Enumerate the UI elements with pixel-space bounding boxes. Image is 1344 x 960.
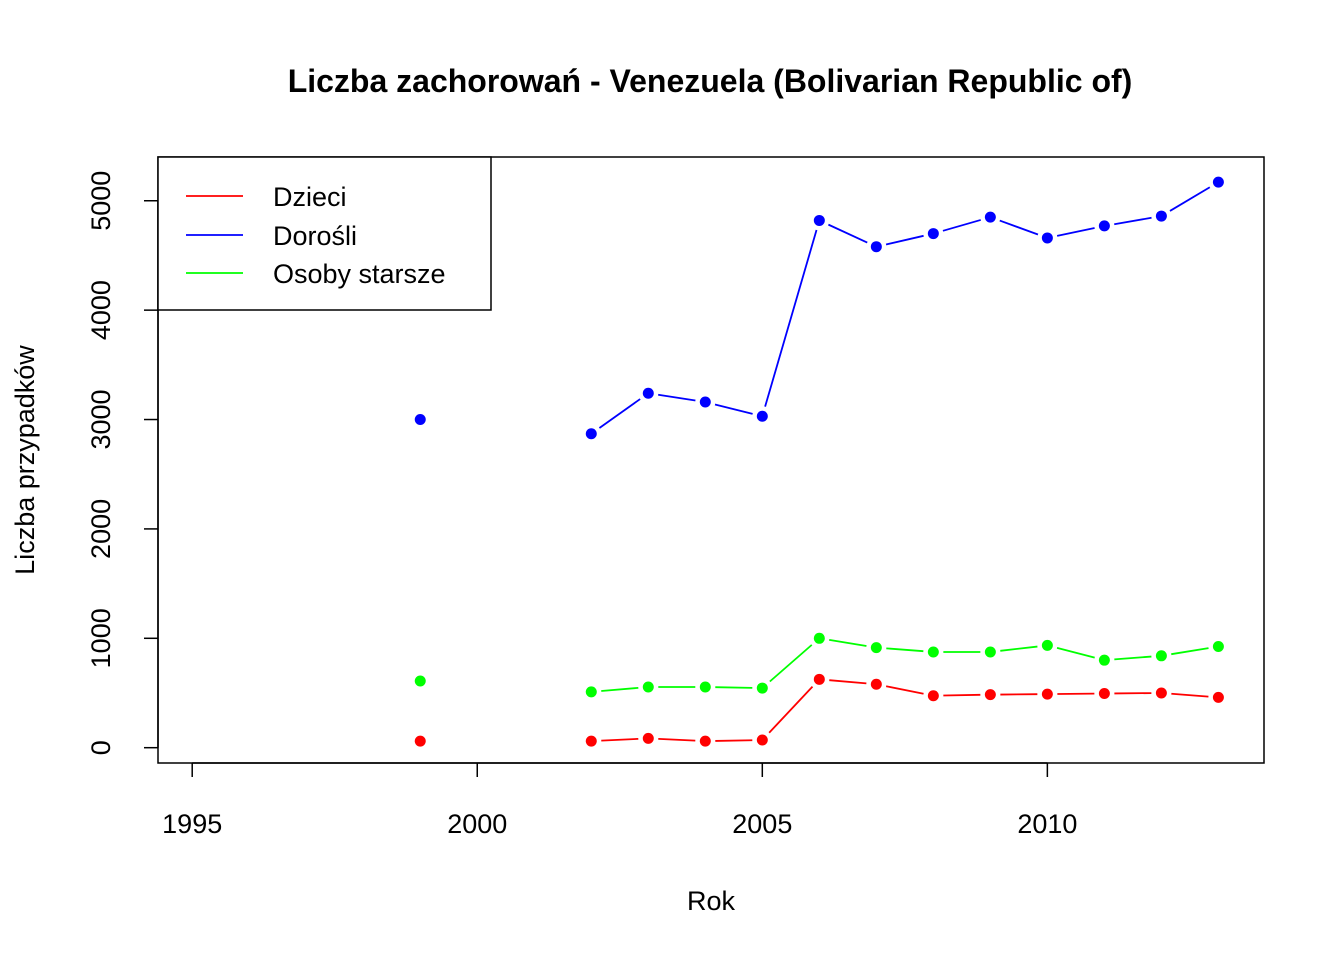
series-line-segment — [1114, 216, 1152, 226]
y-tick-label: 2000 — [86, 499, 116, 559]
data-point — [870, 642, 882, 654]
data-point — [1155, 650, 1167, 662]
series-line-segment — [598, 398, 641, 429]
series-1 — [414, 176, 1224, 440]
series-line-segment — [829, 639, 867, 647]
series-2 — [414, 632, 1224, 698]
data-point — [984, 689, 996, 701]
y-tick-label: 1000 — [86, 608, 116, 668]
data-point — [1098, 220, 1110, 232]
y-axis-label: Liczba przypadków — [10, 345, 40, 575]
data-point — [927, 228, 939, 240]
y-tick-label: 4000 — [86, 280, 116, 340]
y-axis: 0 1000 2000 3000 4000 5000 — [86, 171, 159, 755]
data-point — [1155, 210, 1167, 222]
data-point — [756, 734, 768, 746]
data-point — [1098, 688, 1110, 700]
data-point — [642, 681, 654, 693]
data-point — [699, 681, 711, 693]
series-line-segment — [1056, 227, 1095, 237]
series-line-segment — [1114, 655, 1152, 661]
x-axis-label: Rok — [687, 886, 736, 916]
series-line-segment — [769, 644, 813, 683]
data-point — [756, 682, 768, 694]
data-point — [984, 211, 996, 223]
series-line-segment — [764, 229, 818, 407]
x-tick-label: 2000 — [447, 809, 507, 839]
data-point — [1041, 232, 1053, 244]
data-point — [699, 396, 711, 408]
x-tick-label: 1995 — [162, 809, 222, 839]
data-point — [756, 410, 768, 422]
series-line-segment — [999, 219, 1039, 236]
data-point — [927, 690, 939, 702]
series-line-segment — [715, 739, 753, 742]
y-tick-label: 0 — [86, 740, 116, 755]
data-point — [813, 214, 825, 226]
series-line-segment — [943, 693, 981, 697]
series-line-segment — [715, 686, 753, 689]
series-line-segment — [1056, 647, 1095, 659]
series-line-segment — [601, 686, 639, 692]
data-point — [1041, 639, 1053, 651]
series-line-segment — [1169, 186, 1211, 212]
y-tick-label: 5000 — [86, 171, 116, 231]
data-point — [870, 678, 882, 690]
legend: Dzieci Dorośli Osoby starsze — [157, 156, 492, 311]
data-point — [813, 632, 825, 644]
series-line-segment — [658, 737, 696, 742]
data-point — [414, 675, 426, 687]
data-point — [1212, 641, 1224, 653]
data-point — [414, 414, 426, 426]
series-layer — [414, 176, 1224, 747]
legend-label: Dzieci — [273, 182, 347, 212]
legend-box — [157, 156, 492, 311]
data-point — [813, 673, 825, 685]
data-point — [642, 732, 654, 744]
series-line-segment — [658, 393, 696, 402]
data-point — [414, 735, 426, 747]
legend-label: Osoby starsze — [273, 259, 446, 289]
series-line-segment — [1171, 692, 1209, 698]
legend-label: Dorośli — [273, 221, 357, 251]
series-line-segment — [886, 647, 924, 653]
data-point — [699, 735, 711, 747]
data-point — [585, 735, 597, 747]
x-axis: 1995 2000 2005 2010 — [162, 762, 1077, 839]
chart-title: Liczba zachorowań - Venezuela (Bolivaria… — [288, 63, 1133, 99]
x-tick-label: 2005 — [732, 809, 792, 839]
data-point — [1098, 654, 1110, 666]
series-line-segment — [601, 737, 639, 742]
series-line-segment — [885, 685, 924, 695]
data-point — [1155, 687, 1167, 699]
series-line-segment — [1171, 647, 1209, 656]
series-line-segment — [714, 403, 753, 415]
series-line-segment — [1000, 645, 1038, 652]
x-tick-label: 2010 — [1017, 809, 1077, 839]
data-point — [1041, 688, 1053, 700]
series-line-segment — [885, 234, 924, 246]
data-point — [870, 241, 882, 253]
y-tick-label: 3000 — [86, 389, 116, 449]
data-point — [585, 428, 597, 440]
data-point — [642, 387, 654, 399]
data-point — [927, 646, 939, 658]
series-line-segment — [942, 219, 981, 232]
data-point — [1212, 176, 1224, 188]
series-line-segment — [768, 685, 814, 734]
data-point — [585, 686, 597, 698]
series-0 — [414, 673, 1224, 747]
data-point — [1212, 691, 1224, 703]
series-line-segment — [828, 223, 868, 244]
data-point — [984, 646, 996, 658]
series-line-segment — [829, 679, 867, 685]
